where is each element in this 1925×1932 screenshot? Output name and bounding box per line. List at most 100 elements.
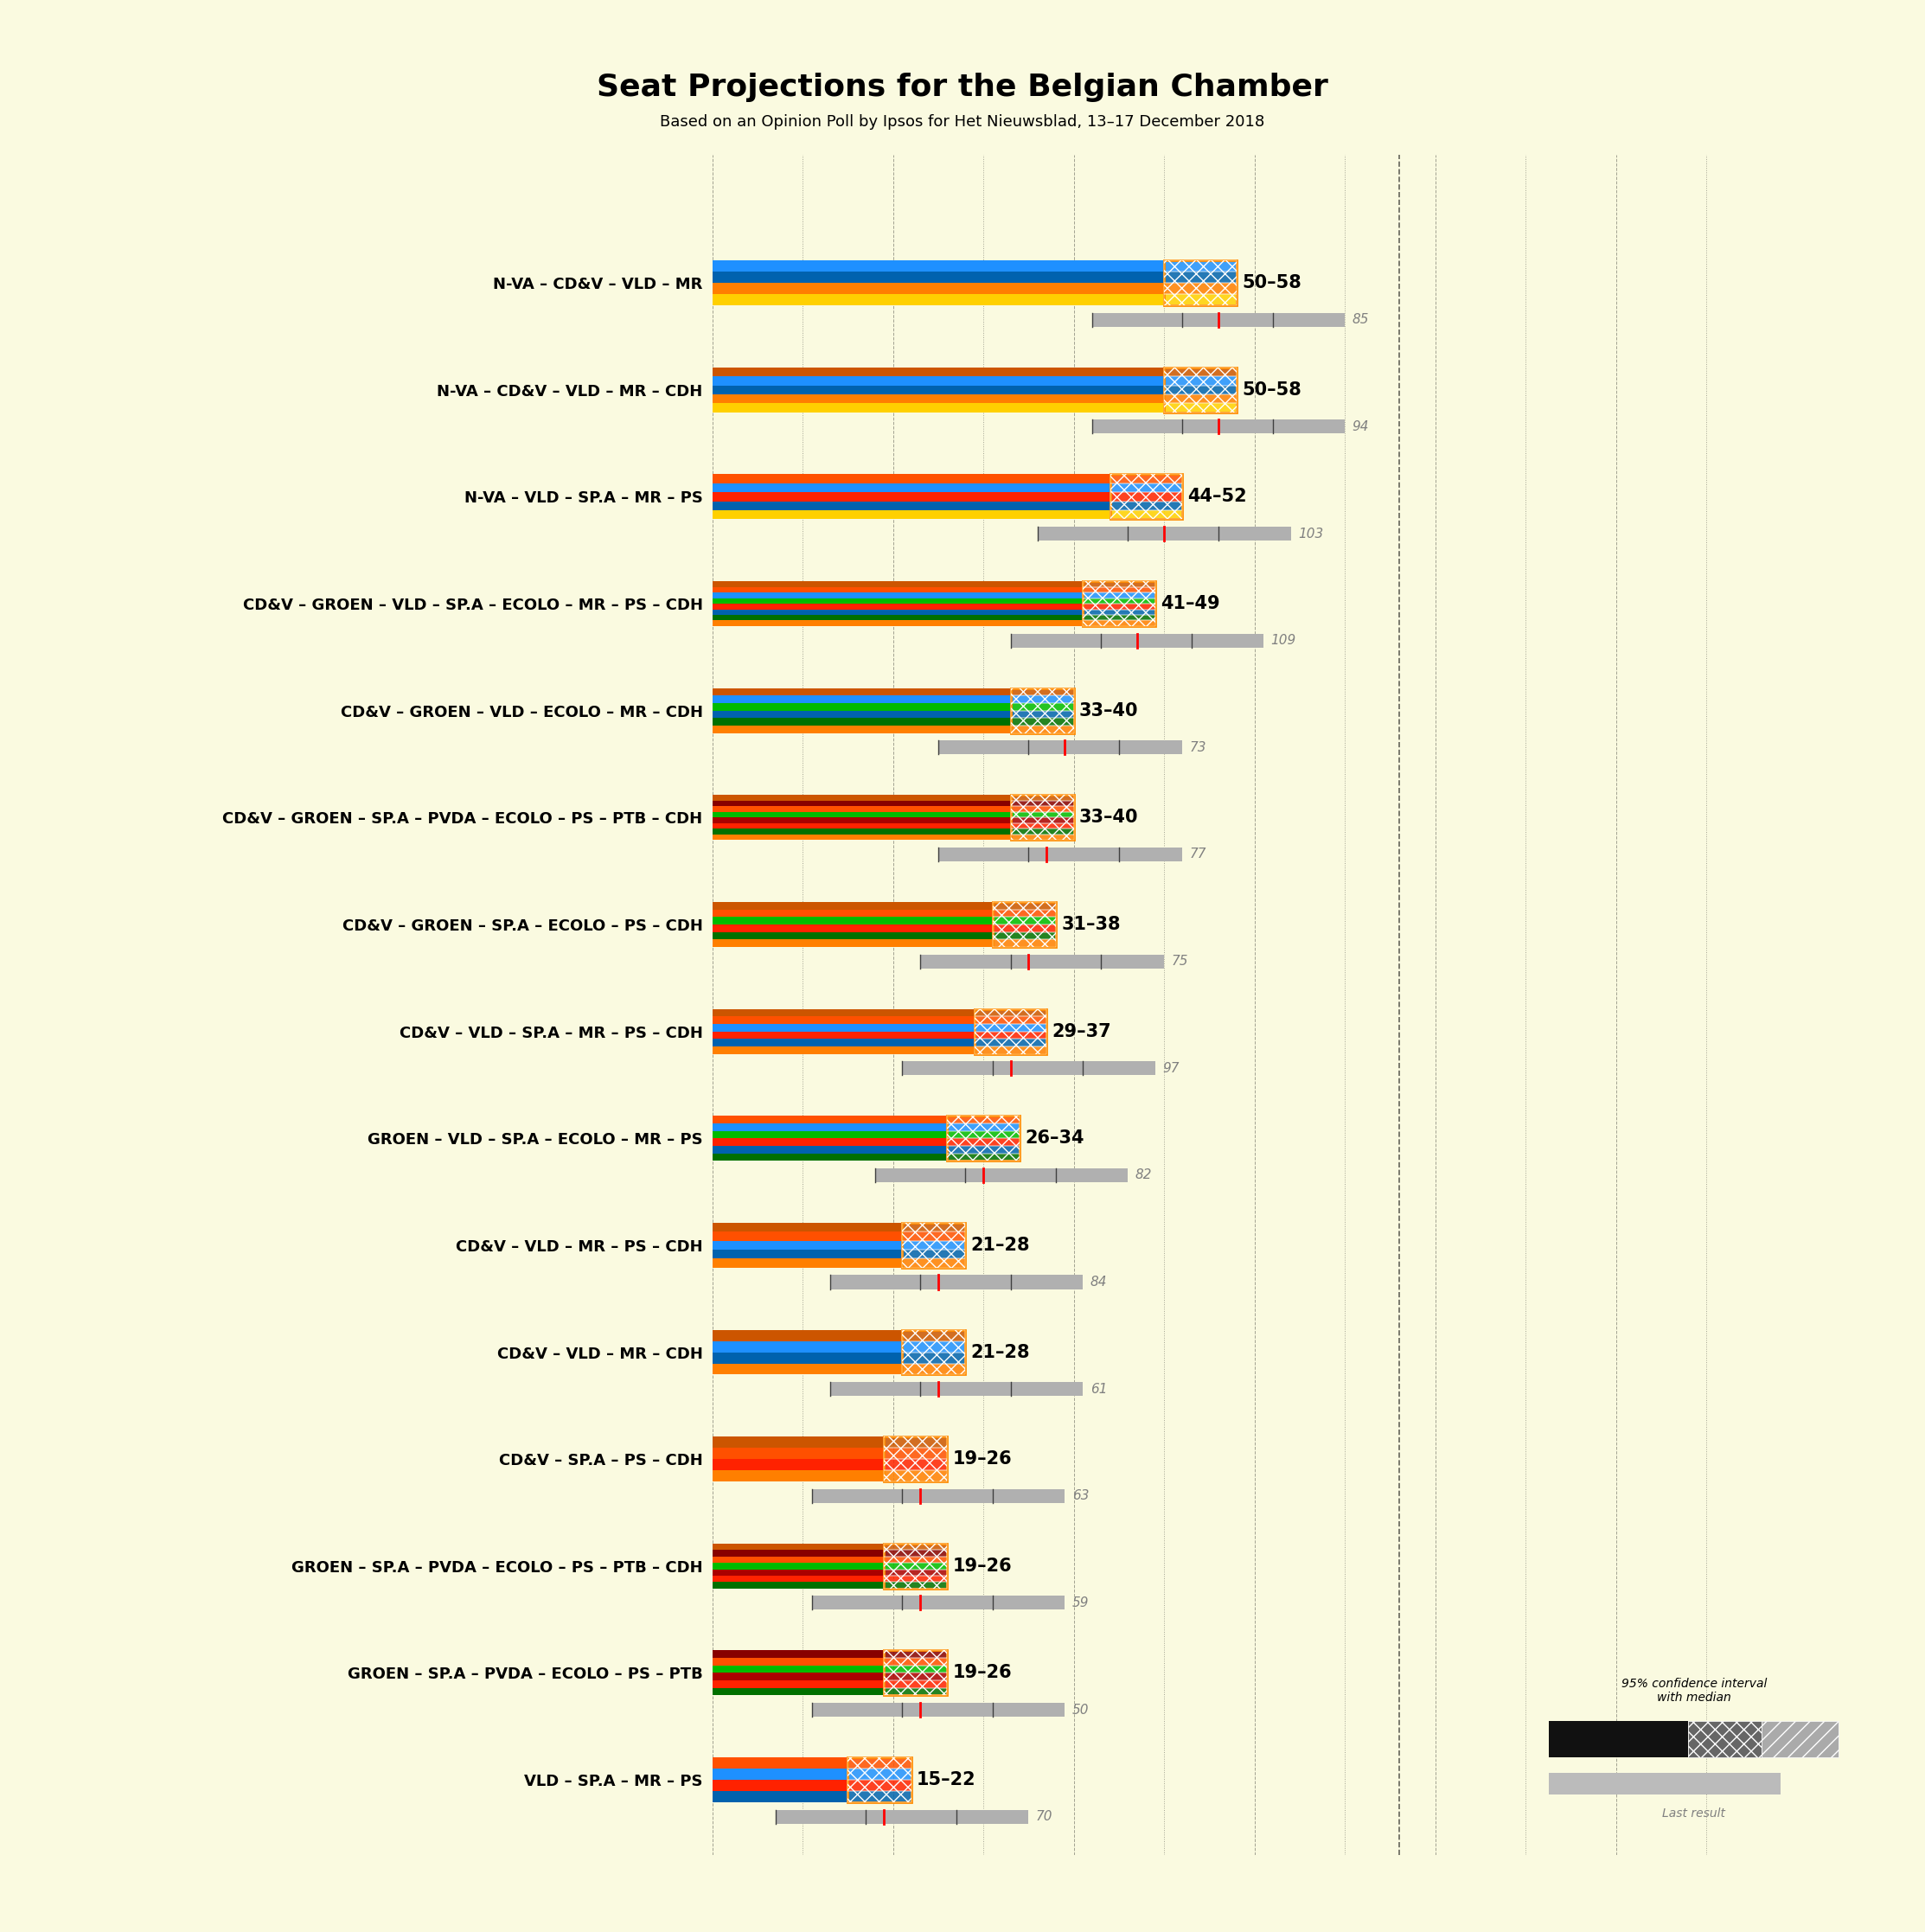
Bar [1165, 367, 1236, 412]
Bar [947, 1117, 1020, 1161]
Bar [884, 1658, 947, 1665]
Bar [1084, 593, 1155, 599]
Bar [1011, 796, 1074, 840]
Bar [1165, 367, 1236, 412]
Text: 59: 59 [1072, 1596, 1090, 1609]
Bar [712, 939, 993, 947]
Bar [903, 1364, 964, 1374]
Bar [847, 1758, 911, 1768]
Bar [974, 1047, 1047, 1053]
Text: 31–38: 31–38 [1061, 916, 1120, 933]
Bar [712, 1146, 947, 1153]
Bar [993, 931, 1055, 939]
Bar [903, 1260, 964, 1267]
Bar [847, 1791, 911, 1803]
Bar [712, 394, 1165, 404]
Bar [884, 1549, 947, 1557]
Bar [712, 1650, 884, 1658]
Bar [712, 493, 1111, 500]
Text: Last result: Last result [1663, 1806, 1725, 1820]
Bar [1165, 282, 1236, 294]
Bar [1084, 582, 1155, 626]
Bar [884, 1569, 947, 1577]
Bar [847, 1758, 911, 1768]
Bar [712, 1577, 884, 1582]
Bar [993, 910, 1055, 918]
Bar [1084, 587, 1155, 593]
Bar [1165, 261, 1236, 272]
Bar [974, 1039, 1047, 1047]
Bar [712, 696, 1011, 703]
Bar [712, 1582, 884, 1588]
Bar [903, 1223, 964, 1267]
Bar [1165, 294, 1236, 305]
Bar [712, 1138, 947, 1146]
Bar [884, 1681, 947, 1689]
Bar [1011, 711, 1074, 719]
Bar [1165, 404, 1236, 412]
Bar [1084, 599, 1155, 603]
Bar [712, 1437, 884, 1447]
Bar [1165, 272, 1236, 282]
Bar [974, 1024, 1047, 1032]
Bar [920, 954, 1165, 968]
Bar [884, 1557, 947, 1563]
Bar [712, 1791, 847, 1803]
Bar [1084, 614, 1155, 620]
Bar [712, 1009, 974, 1016]
Bar [812, 1596, 1065, 1609]
Bar [1011, 696, 1074, 703]
Bar [1011, 719, 1074, 726]
Bar [884, 1437, 947, 1482]
Text: 21–28: 21–28 [970, 1343, 1030, 1360]
Text: 41–49: 41–49 [1161, 595, 1220, 612]
Bar [1011, 835, 1074, 840]
Bar [712, 806, 1011, 811]
Bar [1165, 261, 1236, 305]
Bar [884, 1569, 947, 1577]
Bar [884, 1665, 947, 1673]
Bar [1011, 823, 1074, 829]
Bar [812, 1702, 1065, 1718]
Bar [1111, 473, 1182, 483]
Bar [1111, 510, 1182, 520]
Bar [847, 1791, 911, 1803]
Bar [1011, 703, 1074, 711]
Bar [1011, 817, 1074, 823]
Bar [974, 1047, 1047, 1053]
Bar [903, 1329, 964, 1341]
Bar [1084, 599, 1155, 603]
Bar [1084, 593, 1155, 599]
Bar [974, 1032, 1047, 1039]
Bar [884, 1544, 947, 1549]
Bar [884, 1582, 947, 1588]
Bar [1011, 811, 1074, 817]
Bar [712, 823, 1011, 829]
Bar [712, 282, 1165, 294]
Bar [1011, 823, 1074, 829]
Bar [712, 384, 1165, 394]
Bar [993, 918, 1055, 923]
Bar [903, 1233, 964, 1240]
Bar [884, 1673, 947, 1681]
Bar [876, 1169, 1128, 1182]
Bar [937, 740, 1182, 753]
Bar [1084, 587, 1155, 593]
Bar [1011, 688, 1074, 696]
Bar [1165, 404, 1236, 412]
Bar [712, 1223, 903, 1233]
Bar [1011, 711, 1074, 719]
Bar [884, 1563, 947, 1569]
Bar [712, 835, 1011, 840]
Bar [712, 1032, 974, 1039]
Bar [712, 1117, 947, 1122]
Bar [903, 1240, 964, 1250]
Bar [974, 1032, 1047, 1039]
Bar [712, 931, 993, 939]
Bar [712, 620, 1084, 626]
Bar [712, 1341, 903, 1352]
Bar [993, 910, 1055, 918]
Bar [974, 1016, 1047, 1024]
Bar [712, 829, 1011, 835]
Bar [712, 800, 1011, 806]
